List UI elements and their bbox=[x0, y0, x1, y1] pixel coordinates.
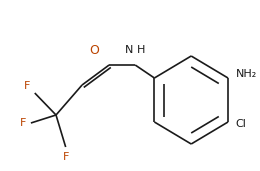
Text: F: F bbox=[20, 118, 26, 128]
Text: F: F bbox=[24, 81, 30, 91]
Text: F: F bbox=[62, 152, 69, 162]
Text: N: N bbox=[125, 45, 133, 55]
Text: H: H bbox=[137, 45, 146, 55]
Text: NH₂: NH₂ bbox=[236, 69, 257, 79]
Text: Cl: Cl bbox=[236, 119, 246, 129]
Text: O: O bbox=[90, 44, 100, 57]
